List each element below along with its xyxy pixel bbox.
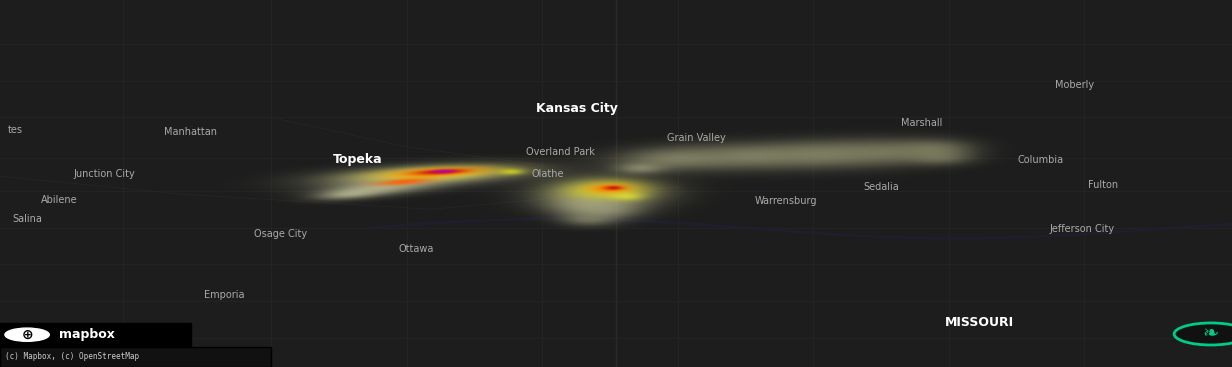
- Text: Moberly: Moberly: [1055, 80, 1094, 90]
- Text: Osage City: Osage City: [254, 229, 308, 239]
- Text: Grain Valley: Grain Valley: [667, 132, 726, 143]
- FancyBboxPatch shape: [0, 347, 271, 367]
- Text: mapbox: mapbox: [59, 328, 115, 341]
- Circle shape: [1174, 323, 1232, 345]
- Text: Overland Park: Overland Park: [526, 147, 595, 157]
- Text: Columbia: Columbia: [1018, 155, 1064, 165]
- Text: Jefferson City: Jefferson City: [1050, 224, 1114, 235]
- Text: Fulton: Fulton: [1088, 180, 1117, 190]
- Text: Sedalia: Sedalia: [862, 182, 899, 192]
- Text: Ottawa: Ottawa: [399, 244, 434, 254]
- FancyBboxPatch shape: [0, 323, 191, 367]
- Circle shape: [5, 328, 49, 341]
- Text: ⊕: ⊕: [21, 328, 33, 342]
- Text: Kansas City: Kansas City: [536, 102, 617, 115]
- Text: (c) Mapbox, (c) OpenStreetMap: (c) Mapbox, (c) OpenStreetMap: [5, 352, 139, 361]
- Text: Warrensburg: Warrensburg: [755, 196, 817, 206]
- Text: Marshall: Marshall: [901, 118, 942, 128]
- Text: Emporia: Emporia: [205, 290, 244, 301]
- Text: Manhattan: Manhattan: [164, 127, 218, 137]
- Text: tes: tes: [7, 125, 22, 135]
- Text: Topeka: Topeka: [333, 153, 382, 166]
- Text: ❧: ❧: [1202, 324, 1220, 344]
- Text: Junction City: Junction City: [74, 169, 136, 179]
- Text: MISSOURI: MISSOURI: [945, 316, 1014, 329]
- Text: Olathe: Olathe: [532, 169, 564, 179]
- Text: Salina: Salina: [12, 214, 42, 225]
- Text: Abilene: Abilene: [41, 195, 78, 205]
